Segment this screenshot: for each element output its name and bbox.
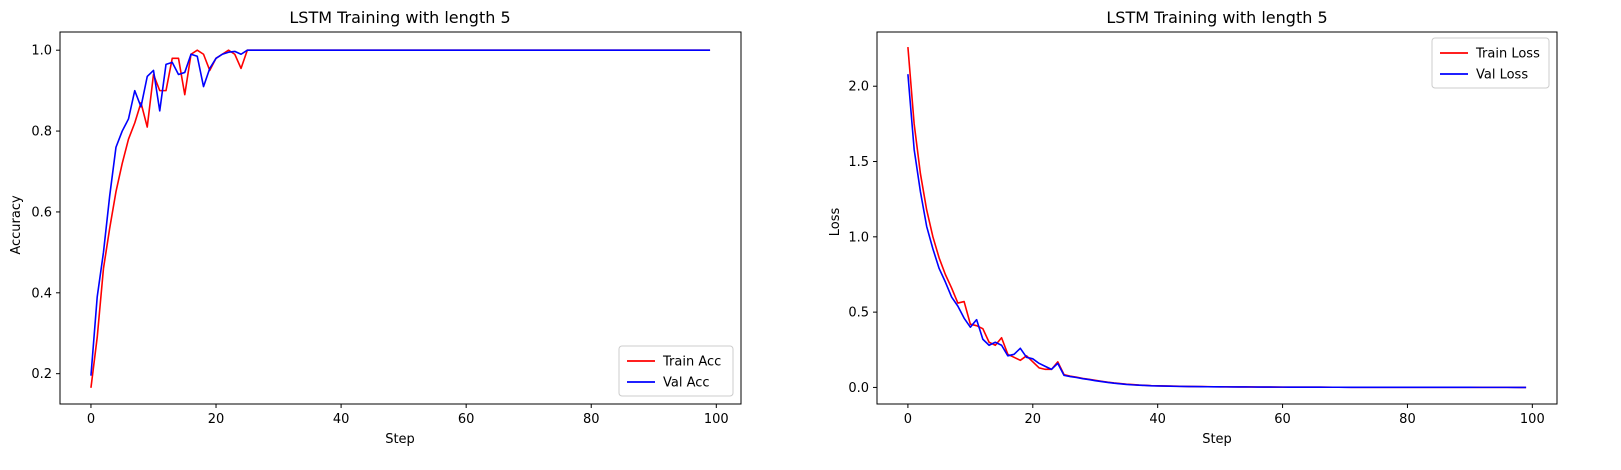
accuracy-x-tick-label: 20 — [208, 412, 225, 427]
loss-x-tick-label: 100 — [1520, 412, 1545, 427]
accuracy-x-tick-label: 80 — [583, 412, 600, 427]
loss-x-tick-label: 40 — [1149, 412, 1166, 427]
loss-chart-title: LSTM Training with length 5 — [1106, 8, 1327, 27]
loss-y-tick-label: 1.0 — [848, 230, 869, 245]
loss-legend-label: Train Loss — [1475, 47, 1540, 62]
loss-x-axis-label: Step — [1202, 432, 1232, 447]
accuracy-legend-box — [618, 345, 734, 397]
accuracy-x-tick-label: 0 — [87, 412, 95, 427]
accuracy-legend-label: Train Acc — [662, 355, 721, 370]
accuracy-panel: LSTM Training with length 5 Step Accurac… — [9, 8, 742, 447]
loss-legend-box — [1431, 37, 1550, 89]
loss-y-tick-label: 2.0 — [848, 80, 869, 95]
loss-legend: Train Loss Val Loss — [1431, 37, 1550, 89]
accuracy-y-tick-label: 0.2 — [31, 367, 52, 382]
loss-panel: LSTM Training with length 5 Step Loss 0 2… — [828, 8, 1558, 447]
accuracy-x-tick-label: 60 — [458, 412, 475, 427]
loss-x-tick-label: 20 — [1025, 412, 1042, 427]
loss-y-tick-label: 0.5 — [848, 306, 869, 321]
accuracy-legend-label: Val Acc — [663, 376, 710, 391]
accuracy-x-tick-label: 100 — [704, 412, 729, 427]
loss-x-tick-label: 80 — [1399, 412, 1416, 427]
loss-plot-area: 0 20 40 60 80 100 0.0 0.5 1.0 1.5 2.0 Train Loss Val… — [848, 31, 1558, 427]
accuracy-y-tick-label: 0.4 — [31, 286, 52, 301]
accuracy-legend: Train Acc Val Acc — [618, 345, 734, 397]
accuracy-series-line-val-acc — [90, 49, 711, 376]
accuracy-y-tick-label: 0.6 — [31, 205, 52, 220]
loss-series-line-val-loss — [907, 74, 1527, 389]
accuracy-plot-area: 0 20 40 60 80 100 0.2 0.4 0.6 0.8 1.0 Train Acc Val … — [31, 31, 742, 427]
loss-y-tick-label: 0.0 — [848, 381, 869, 396]
accuracy-y-tick-label: 1.0 — [31, 44, 52, 59]
accuracy-chart-title: LSTM Training with length 5 — [289, 8, 510, 27]
accuracy-y-tick-label: 0.8 — [31, 125, 52, 140]
accuracy-x-tick-label: 40 — [333, 412, 350, 427]
accuracy-axes-frame — [59, 31, 742, 405]
loss-axes-frame — [876, 31, 1558, 405]
loss-legend-label: Val Loss — [1476, 68, 1528, 83]
loss-y-axis-label: Loss — [828, 208, 843, 237]
accuracy-y-axis-label: Accuracy — [9, 195, 24, 255]
loss-x-tick-label: 0 — [904, 412, 912, 427]
accuracy-x-axis-label: Step — [385, 432, 415, 447]
loss-x-tick-label: 60 — [1274, 412, 1291, 427]
loss-y-tick-label: 1.5 — [848, 155, 869, 170]
